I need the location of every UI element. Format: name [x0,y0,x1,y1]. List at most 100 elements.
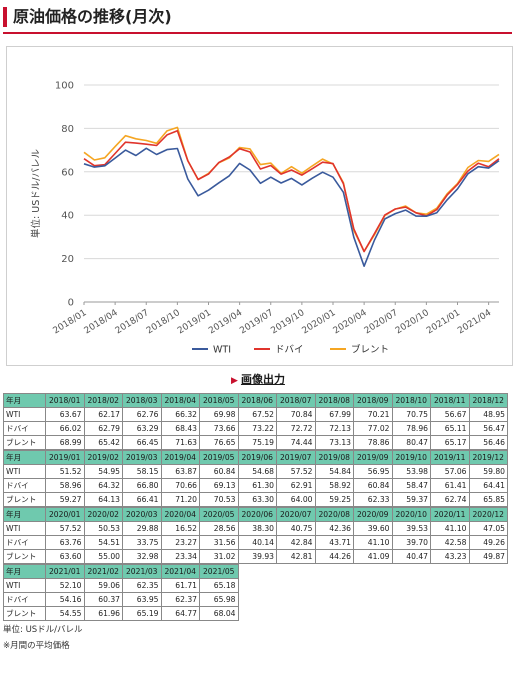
triangle-right-icon: ▶ [231,376,238,386]
price-value-cell: 62.79 [83,421,123,436]
x-tick-label: 2018/07 [114,308,151,336]
month-header-cell: 2019/06 [237,450,277,465]
price-value-cell: 63.29 [122,421,162,436]
price-value-cell: 39.53 [391,521,431,536]
image-export-row: ▶ 画像出力 [0,371,516,387]
month-header-cell: 2021/05 [199,564,239,579]
row-label-cell: ドバイ [3,421,46,436]
price-value-cell: 66.41 [122,492,162,507]
table-row: ブレント 63.60 55.00 32.98 23.34 31.02 39.93 42.81 4… [3,549,508,564]
month-header-cell: 2020/11 [430,507,470,522]
price-value-cell: 75.19 [237,435,277,450]
price-value-cell: 72.13 [314,421,354,436]
price-value-cell: 48.95 [468,407,508,422]
month-header-cell: 2019/02 [83,450,123,465]
price-value-cell: 62.91 [276,478,316,493]
series-line-3 [83,126,500,253]
price-value-cell: 49.26 [468,535,508,550]
x-tick-label: 2020/01 [301,308,338,336]
price-value-cell: 63.87 [160,464,200,479]
table-row: WTI 52.10 59.06 62.35 61.71 65.18 [3,578,239,593]
x-tick-label: 2020/04 [332,308,369,336]
month-header-cell: 2018/09 [353,393,393,408]
month-header-cell: 2020/03 [122,507,162,522]
price-value-cell: 38.30 [237,521,277,536]
price-value-cell: 61.41 [430,478,470,493]
row-label-cell: ドバイ [3,478,46,493]
table-row: WTI 51.52 54.95 58.15 63.87 60.84 54.68 57.52 54… [3,464,508,479]
row-label-cell: ブレント [3,606,46,621]
table-header-row: 年月 2019/01 2019/02 2019/03 2019/04 2019/05 201… [3,450,508,465]
month-header-cell: 2018/10 [391,393,431,408]
price-table-block: 年月 2020/01 2020/02 2020/03 2020/04 2020/05 202… [3,507,508,564]
price-value-cell: 61.96 [83,606,123,621]
price-value-cell: 58.47 [391,478,431,493]
price-value-cell: 28.56 [199,521,239,536]
row-label-cell: WTI [3,464,46,479]
image-export-link[interactable]: 画像出力 [240,373,285,386]
price-value-cell: 65.11 [430,421,470,436]
price-value-cell: 66.80 [122,478,162,493]
price-value-cell: 70.66 [160,478,200,493]
price-value-cell: 62.74 [430,492,470,507]
table-header-row: 年月 2021/01 2021/02 2021/03 2021/04 2021/05 [3,564,239,579]
page-title: 原油価格の推移(月次) [13,7,172,26]
x-tick-label: 2020/07 [363,308,400,336]
table-row: ブレント 59.27 64.13 66.41 71.20 70.53 63.30 64.00 5… [3,492,508,507]
header-label-cell: 年月 [3,450,46,465]
month-header-cell: 2018/08 [314,393,354,408]
price-value-cell: 70.75 [391,407,431,422]
page-title-bar: 原油価格の推移(月次) [3,6,512,34]
price-value-cell: 74.44 [276,435,316,450]
table-row: WTI 57.52 50.53 29.88 16.52 28.56 38.30 40.75 42… [3,521,508,536]
x-tick-label: 2018/01 [52,308,89,336]
price-value-cell: 63.30 [237,492,277,507]
month-header-cell: 2020/12 [468,507,508,522]
price-value-cell: 42.58 [430,535,470,550]
average-note: ※月間の平均価格 [3,641,70,651]
y-tick-label: 80 [61,124,74,135]
x-tick-label: 2019/07 [238,308,275,336]
month-header-cell: 2019/04 [160,450,200,465]
price-value-cell: 65.19 [122,606,162,621]
price-value-cell: 62.76 [122,407,162,422]
price-value-cell: 55.00 [83,549,123,564]
price-value-cell: 61.71 [160,578,200,593]
price-value-cell: 64.41 [468,478,508,493]
price-value-cell: 71.63 [160,435,200,450]
price-value-cell: 62.17 [83,407,123,422]
month-header-cell: 2021/02 [83,564,123,579]
legend-label: ブレント [351,344,389,356]
price-value-cell: 65.42 [83,435,123,450]
price-value-cell: 58.15 [122,464,162,479]
legend-label: WTI [213,345,231,356]
price-value-cell: 42.84 [276,535,316,550]
row-label-cell: WTI [3,521,46,536]
price-value-cell: 72.72 [276,421,316,436]
row-label-cell: ドバイ [3,535,46,550]
x-tick-label: 2019/04 [207,308,244,336]
y-tick-label: 40 [61,211,74,222]
month-header-cell: 2018/03 [122,393,162,408]
price-value-cell: 44.26 [314,549,354,564]
price-value-cell: 67.52 [237,407,277,422]
month-header-cell: 2019/05 [199,450,239,465]
price-value-cell: 59.27 [45,492,85,507]
month-header-cell: 2019/11 [430,450,470,465]
price-value-cell: 56.46 [468,435,508,450]
price-value-cell: 41.09 [353,549,393,564]
price-value-cell: 77.02 [353,421,393,436]
price-value-cell: 56.47 [468,421,508,436]
price-value-cell: 39.60 [353,521,393,536]
price-value-cell: 39.70 [391,535,431,550]
price-value-cell: 47.05 [468,521,508,536]
month-header-cell: 2018/07 [276,393,316,408]
price-value-cell: 54.68 [237,464,277,479]
month-header-cell: 2020/10 [391,507,431,522]
price-value-cell: 33.75 [122,535,162,550]
price-value-cell: 69.13 [199,478,239,493]
table-row: ブレント 68.99 65.42 66.45 71.63 76.65 75.19 74.44 7… [3,435,508,450]
header-label-cell: 年月 [3,507,46,522]
month-header-cell: 2019/12 [468,450,508,465]
